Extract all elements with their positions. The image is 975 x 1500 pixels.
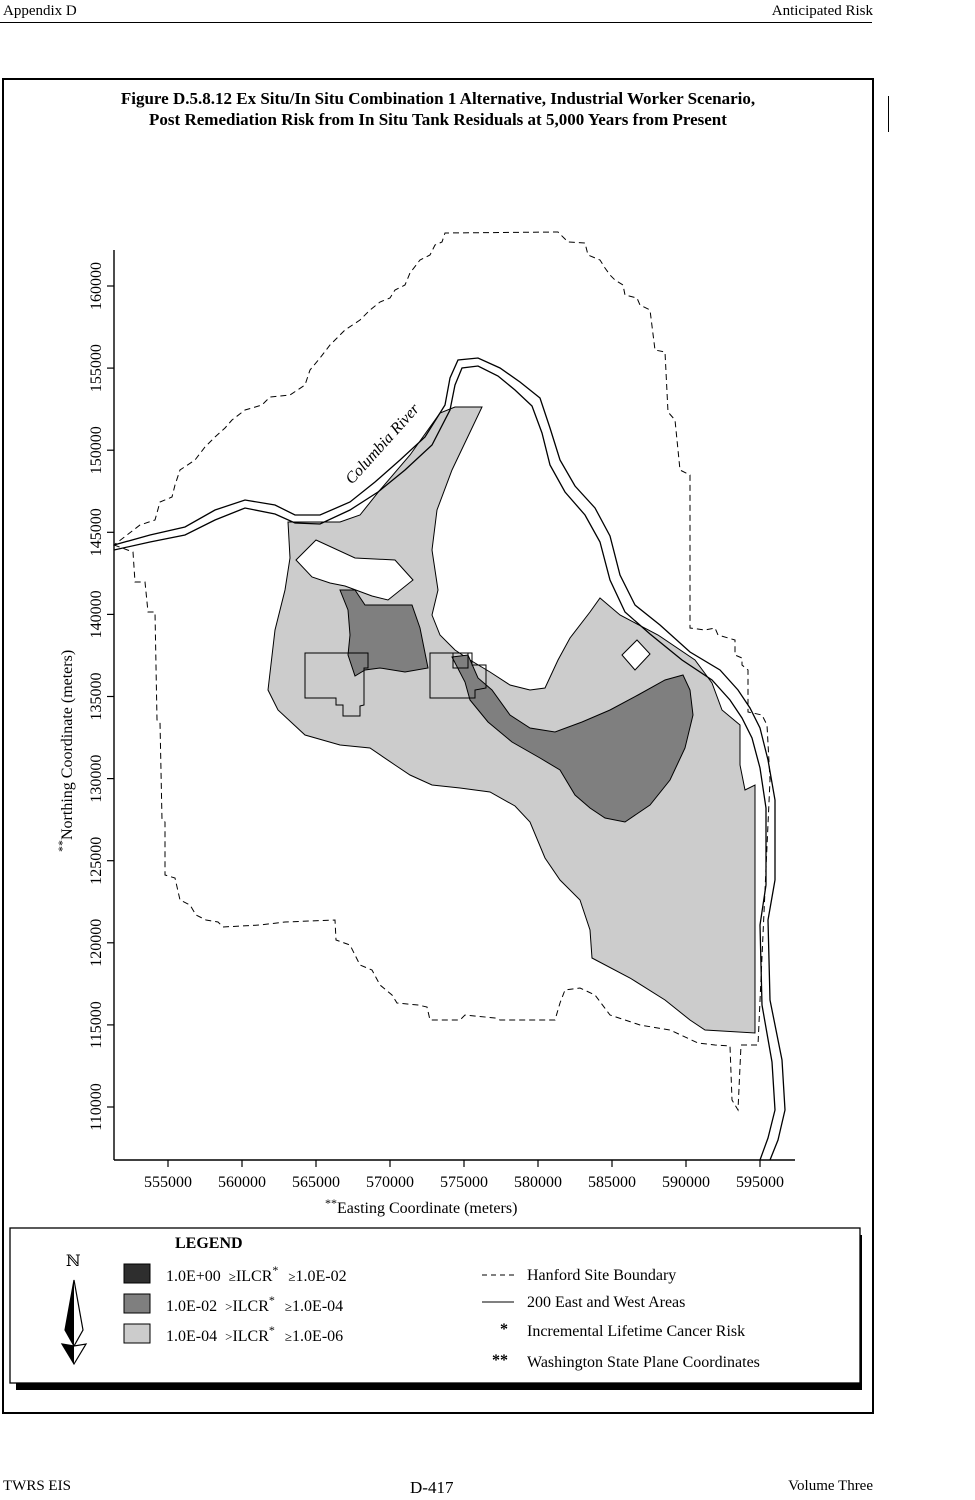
footer-right: Volume Three <box>788 1478 873 1494</box>
x-axis-label-text: Easting Coordinate (meters) <box>337 1200 517 1217</box>
header-right: Anticipated Risk <box>771 3 873 19</box>
x-tick-label: 570000 <box>366 1174 414 1191</box>
y-axis-label-prefix: ** <box>55 840 69 852</box>
y-tick-label: 140000 <box>88 590 105 638</box>
figure-title-line2: Post Remediation Risk from In Situ Tank … <box>149 110 727 129</box>
header-left: Appendix D <box>3 3 77 19</box>
y-tick-label: 150000 <box>88 426 105 474</box>
y-tick-label: 110000 <box>88 1083 105 1130</box>
y-axis-label: **Northing Coordinate (meters) <box>55 650 76 852</box>
legend-item-boundary: Hanford Site Boundary <box>527 1267 676 1284</box>
x-axis-label: **Easting Coordinate (meters) <box>325 1196 517 1217</box>
x-tick-label: 585000 <box>588 1174 636 1191</box>
y-tick-label: 125000 <box>88 837 105 885</box>
x-tick-label: 565000 <box>292 1174 340 1191</box>
x-tick-label: 575000 <box>440 1174 488 1191</box>
x-tick-label: 580000 <box>514 1174 562 1191</box>
legend-item-coords: Washington State Plane Coordinates <box>527 1354 760 1371</box>
200-east-area <box>429 652 487 699</box>
legend-swatch-medium <box>123 1293 151 1314</box>
x-tick-label: 595000 <box>736 1174 784 1191</box>
unclassified-area-east <box>621 639 651 671</box>
change-bar <box>888 96 889 132</box>
y-tick-label: 160000 <box>88 262 105 310</box>
x-ticks: 555000 560000 565000 570000 575000 580000 5850… <box>144 1160 784 1191</box>
legend-item-areas: 200 East and West Areas <box>527 1294 685 1311</box>
risk-zone-medium-east <box>451 654 694 823</box>
x-tick-label: 560000 <box>218 1174 266 1191</box>
legend-range-2: 1.0E-02 >ILCR* ≥1.0E-04 <box>166 1293 343 1315</box>
footer-page-number: D-417 <box>410 1478 454 1497</box>
y-tick-label: 130000 <box>88 755 105 803</box>
legend-star-2: ** <box>492 1352 508 1369</box>
legend-range-1: 1.0E+00 ≥ILCR* ≥1.0E-02 <box>166 1263 347 1285</box>
hanford-site-boundary <box>112 231 771 1112</box>
200-west-area <box>304 652 369 717</box>
legend-swatch-low <box>123 1323 151 1344</box>
map-axes <box>113 250 795 1161</box>
header-rule <box>0 22 872 23</box>
x-tick-label: 590000 <box>662 1174 710 1191</box>
north-symbol: ℕ <box>66 1253 81 1270</box>
figure-frame <box>2 78 874 1414</box>
legend-range-3: 1.0E-04 >ILCR* ≥1.0E-06 <box>166 1323 343 1345</box>
footer-left: TWRS EIS <box>3 1478 71 1494</box>
unclassified-area-west <box>295 539 414 601</box>
north-arrow-icon: ℕ <box>60 1253 88 1366</box>
columbia-river-bank-south <box>113 365 776 1161</box>
legend-star-1: * <box>500 1321 508 1338</box>
y-tick-label: 120000 <box>88 919 105 967</box>
y-ticks: 110000 115000 120000 125000 130000 135000 1400… <box>88 262 114 1131</box>
y-tick-label: 145000 <box>88 508 105 556</box>
figure-title-line1: Figure D.5.8.12 Ex Situ/In Situ Combinat… <box>120 89 756 108</box>
columbia-river-bank-north <box>113 357 786 1161</box>
y-tick-label: 115000 <box>88 1001 105 1048</box>
x-axis-label-prefix: ** <box>325 1196 337 1210</box>
legend-line-items: * ** Hanford Site Boundary 200 East and … <box>482 1267 760 1371</box>
legend-swatch-high <box>123 1263 151 1284</box>
legend-item-ilcr: Incremental Lifetime Cancer Risk <box>527 1323 745 1340</box>
y-tick-label: 155000 <box>88 344 105 392</box>
y-axis-label-text: Northing Coordinate (meters) <box>59 650 76 840</box>
figure-title: Figure D.5.8.12 Ex Situ/In Situ Combinat… <box>2 88 874 130</box>
legend-title: LEGEND <box>175 1235 243 1252</box>
legend-box <box>9 1227 861 1384</box>
y-tick-label: 135000 <box>88 673 105 721</box>
risk-zone-medium-west <box>339 589 429 677</box>
x-tick-label: 555000 <box>144 1174 192 1191</box>
